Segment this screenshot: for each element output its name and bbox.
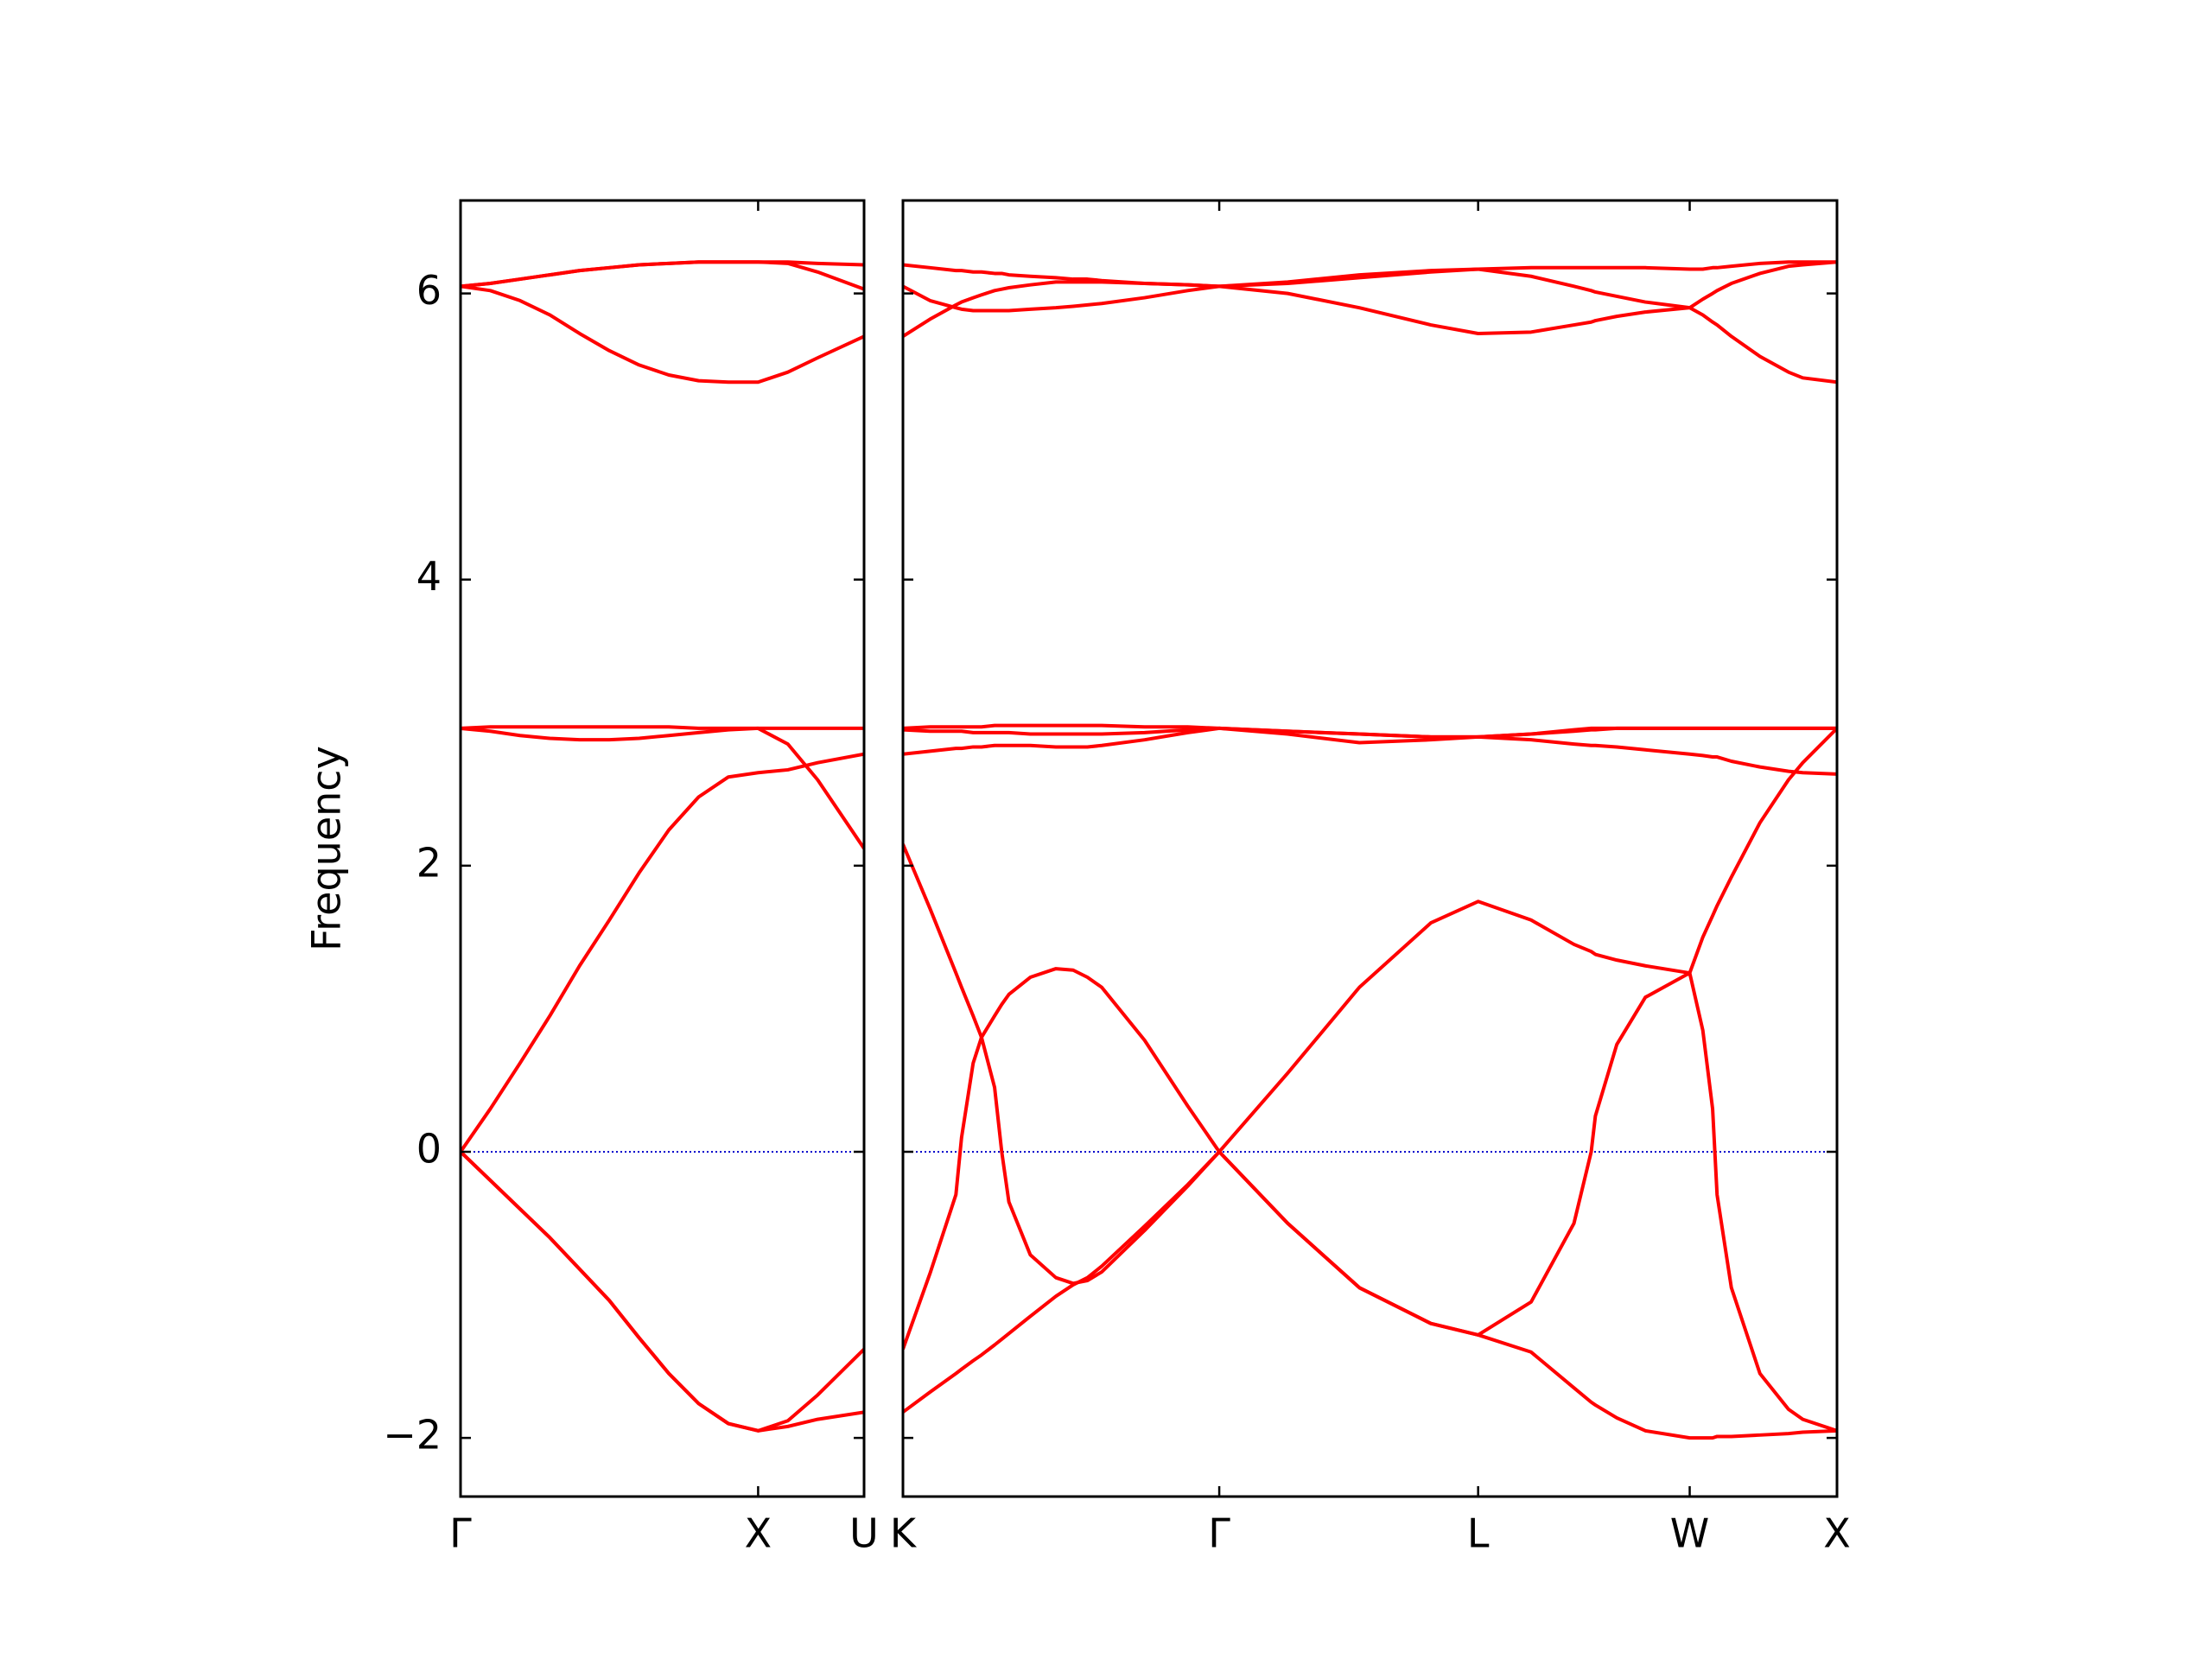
x-tick-label: U [849, 1510, 879, 1557]
plot-frame [901, 199, 1839, 1498]
band-line [461, 726, 864, 850]
plot-frame [459, 199, 866, 1498]
band-line [903, 284, 1837, 385]
band-line [461, 725, 864, 730]
band-line [903, 726, 1837, 776]
band-line [461, 260, 864, 289]
y-tick-label: 0 [416, 1125, 442, 1172]
y-axis-label: Frequency [303, 746, 350, 951]
band-line [461, 284, 864, 385]
y-tick-label: 6 [416, 267, 442, 314]
band-line [461, 1150, 864, 1433]
band-line [903, 726, 1837, 745]
x-tick-label: Γ [449, 1510, 472, 1557]
x-tick-label: K [890, 1510, 918, 1557]
band-line [903, 260, 1837, 289]
x-tick-label: X [745, 1510, 772, 1557]
band-line [461, 752, 864, 1154]
band-line [903, 260, 1837, 338]
band-line [461, 1150, 864, 1433]
band-line [903, 971, 1837, 1433]
y-tick-label: 2 [416, 839, 442, 886]
band-line [903, 1149, 1837, 1440]
x-tick-label: Γ [1208, 1510, 1230, 1557]
band-line [461, 260, 864, 291]
x-tick-label: W [1670, 1510, 1709, 1557]
y-tick-label: −2 [383, 1412, 442, 1459]
band-line [903, 727, 1837, 1154]
x-tick-label: L [1467, 1510, 1490, 1557]
x-tick-label: X [1823, 1510, 1851, 1557]
y-tick-label: 4 [416, 553, 442, 600]
